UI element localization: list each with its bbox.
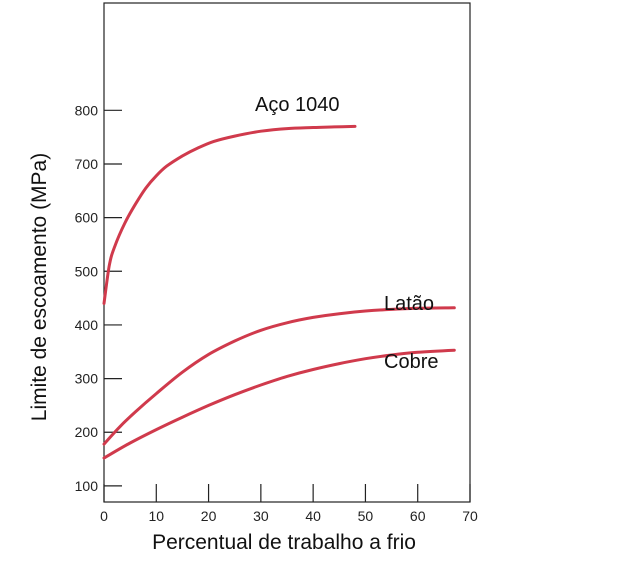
series-label-aco-1040: Aço 1040 [255,94,340,116]
y-tick-label-400: 400 [75,317,99,333]
series-label-cobre: Cobre [384,351,438,373]
y-tick-label-800: 800 [75,102,99,118]
plot-area-frame [103,2,471,503]
x-axis-title: Percentual de trabalho a frio [152,531,416,554]
y-tick-label-700: 700 [75,156,99,172]
x-axis-ticks: 0 10 20 30 40 50 60 70 [100,484,478,524]
y-axis-title: Limite de escoamento (MPa) [28,153,51,421]
x-tick-label-40: 40 [305,508,321,524]
x-tick-label-0: 0 [100,508,108,524]
x-tick-label-30: 30 [253,508,269,524]
y-tick-label-500: 500 [75,263,99,279]
series-line-aco-1040 [102,124,357,305]
x-tick-label-20: 20 [201,508,217,524]
y-tick-label-300: 300 [75,371,99,387]
series-label-latao: Latão [384,293,434,315]
series-line-latao [102,306,456,446]
y-tick-label-100: 100 [75,478,99,494]
x-tick-label-10: 10 [148,508,164,524]
series-line-cobre [102,348,456,460]
y-axis-ticks: 100 200 300 400 500 600 700 800 [75,102,122,494]
series-lines [102,124,456,460]
x-tick-label-70: 70 [462,508,478,524]
x-tick-label-50: 50 [358,508,374,524]
x-tick-label-60: 60 [410,508,426,524]
y-tick-label-600: 600 [75,210,99,226]
y-tick-label-200: 200 [75,424,99,440]
